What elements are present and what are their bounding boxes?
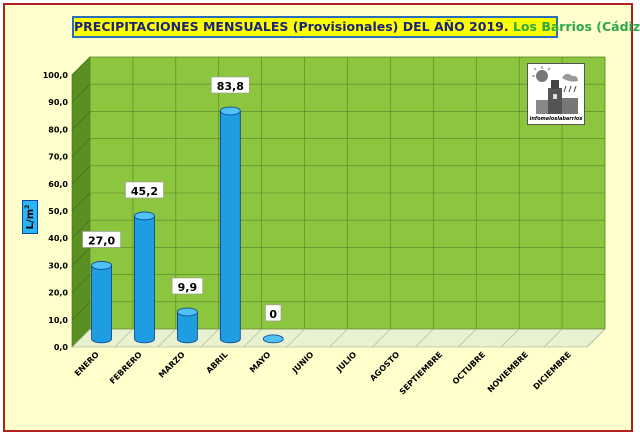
bar-top (262, 334, 284, 344)
floor-line (243, 328, 262, 348)
y-axis-label-box: L/m2 (22, 200, 38, 234)
bars (91, 106, 284, 344)
chart-title: PRECIPITACIONES MENSUALES (Provisionales… (72, 16, 640, 38)
bar-top (134, 211, 155, 221)
x-category-label: ENERO (73, 350, 101, 378)
data-label: 83,8 (217, 80, 244, 93)
y-tick-label: 90,0 (48, 98, 68, 107)
floor-line (157, 328, 177, 348)
bar-top (91, 261, 112, 270)
data-labels: 27,0 45,2 9,9 83,8 0 (82, 76, 282, 322)
data-label-box (211, 76, 250, 94)
y-axis-ticks: 0,0 10,0 20,0 30,0 40,0 50,0 60,0 70,0 80,0 90,0 1… (43, 71, 69, 352)
logo-caption: infomeloslabarrios (529, 116, 583, 122)
y-tick-label: 10,0 (48, 316, 68, 325)
y-tick-label: 0,0 (54, 343, 69, 352)
bar (91, 265, 112, 344)
data-label: 0 (269, 308, 277, 321)
gridline-side (71, 192, 91, 212)
logo: infomeloslabarrios (527, 63, 585, 125)
y-tick-label: 70,0 (48, 153, 68, 162)
x-category-label: FEBRERO (108, 350, 144, 386)
x-category-label: JULIO (334, 350, 358, 374)
x-category-label: SEPTIEMBRE (398, 350, 444, 396)
gridline-side (71, 274, 91, 293)
y-tick-label: 80,0 (48, 125, 68, 134)
x-category-label: AGOSTO (368, 350, 401, 383)
data-label-box (265, 304, 282, 322)
gridline-side (71, 83, 91, 103)
data-label: 9,9 (178, 281, 198, 294)
y-tick-label: 50,0 (48, 207, 68, 216)
y-tick-label: 60,0 (48, 180, 68, 189)
gridline-side (71, 138, 91, 157)
chart-title-main: PRECIPITACIONES MENSUALES (Provisionales… (74, 19, 509, 34)
floor-line (372, 328, 391, 348)
floor-line (500, 328, 520, 348)
x-category-label: MARZO (157, 350, 187, 380)
bar-top (219, 106, 241, 116)
floor-line (286, 328, 305, 348)
bar-top (176, 307, 198, 317)
data-label: 27,0 (88, 234, 115, 247)
bar (134, 215, 155, 344)
floor-line (415, 328, 434, 348)
x-category-label: DICIEMBRE (532, 350, 573, 391)
data-label: 45,2 (131, 185, 158, 198)
gridline-side (71, 165, 91, 185)
logo-image (528, 64, 584, 114)
y-tick-label: 100,0 (43, 71, 69, 80)
floor-line (458, 328, 477, 348)
data-label-box (82, 231, 121, 248)
floor-line (586, 328, 606, 348)
x-category-label: MAYO (248, 350, 273, 375)
x-category-label: NOVIEMBRE (486, 350, 530, 394)
floor-line (114, 328, 134, 348)
gridline-side (71, 301, 91, 321)
chart-title-place: Los Barrios (Cádiz) (512, 19, 640, 34)
x-category-label: OCTUBRE (451, 350, 487, 386)
x-axis-categories: ENERO FEBRERO MARZO ABRIL MAYO JUNIO JULIO AGOS… (73, 350, 573, 397)
data-label-box (171, 277, 203, 295)
floor-line (543, 328, 563, 348)
floor-line (71, 328, 91, 348)
y-tick-label: 30,0 (48, 261, 68, 270)
y-axis-label: L/m2 (23, 204, 37, 230)
bar (219, 110, 241, 344)
floor-line (200, 328, 219, 348)
x-category-label: ABRIL (204, 350, 229, 375)
bar (176, 311, 198, 344)
gridline-side (71, 247, 91, 266)
y-tick-label: 20,0 (48, 289, 68, 298)
gridline-side (71, 56, 91, 76)
y-tick-label: 40,0 (48, 234, 68, 243)
gridline-side (71, 219, 91, 239)
x-category-label: JUNIO (290, 350, 316, 376)
floor-line (329, 328, 348, 348)
gridline-side (71, 111, 91, 130)
data-label-box (125, 181, 164, 199)
